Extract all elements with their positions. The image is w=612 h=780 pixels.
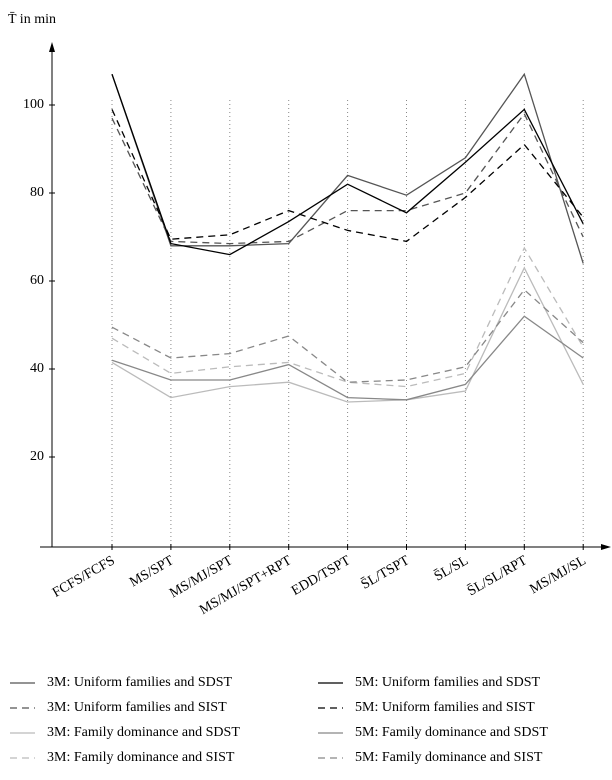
x-tick-label: S̄L/SL (431, 553, 471, 585)
legend-label: 5M: Family dominance and SDST (355, 725, 548, 740)
legend-label: 3M: Uniform families and SIST (47, 700, 227, 715)
y-tick-label: 80 (30, 185, 44, 200)
series-line (111, 266, 584, 403)
legend-label: 5M: Family dominance and SIST (355, 750, 543, 765)
legend-label: 5M: Uniform families and SDST (355, 675, 541, 690)
series-line (111, 73, 584, 256)
x-tick-label: S̄L/TSPT (358, 552, 412, 592)
series-line (111, 72, 584, 264)
series-line (111, 109, 584, 243)
x-arrow (601, 544, 611, 550)
legend-label: 3M: Uniform families and SDST (47, 675, 233, 690)
series-line (111, 288, 584, 383)
y-tick-label: 60 (30, 273, 44, 288)
legend-label: 3M: Family dominance and SDST (47, 725, 240, 740)
y-axis-label: T̄ in min (8, 12, 56, 28)
y-tick-label: 20 (30, 449, 44, 464)
y-arrow (49, 42, 55, 52)
x-tick-label: FCFS/FCFS (50, 553, 118, 601)
x-tick-label: EDD/TSPT (289, 553, 353, 599)
legend-label: 3M: Family dominance and SIST (47, 750, 235, 765)
series-line (111, 246, 584, 388)
legend-label: 5M: Uniform families and SIST (355, 700, 535, 715)
series-line (111, 315, 584, 401)
x-tick-label: MS/MJ/SL (527, 553, 588, 597)
x-tick-label: MS/SPT (127, 553, 177, 590)
x-tick-label: S̄L/SL/RPT (465, 552, 531, 599)
series-line (111, 112, 584, 245)
y-tick-label: 100 (23, 97, 44, 112)
y-tick-label: 40 (30, 361, 44, 376)
